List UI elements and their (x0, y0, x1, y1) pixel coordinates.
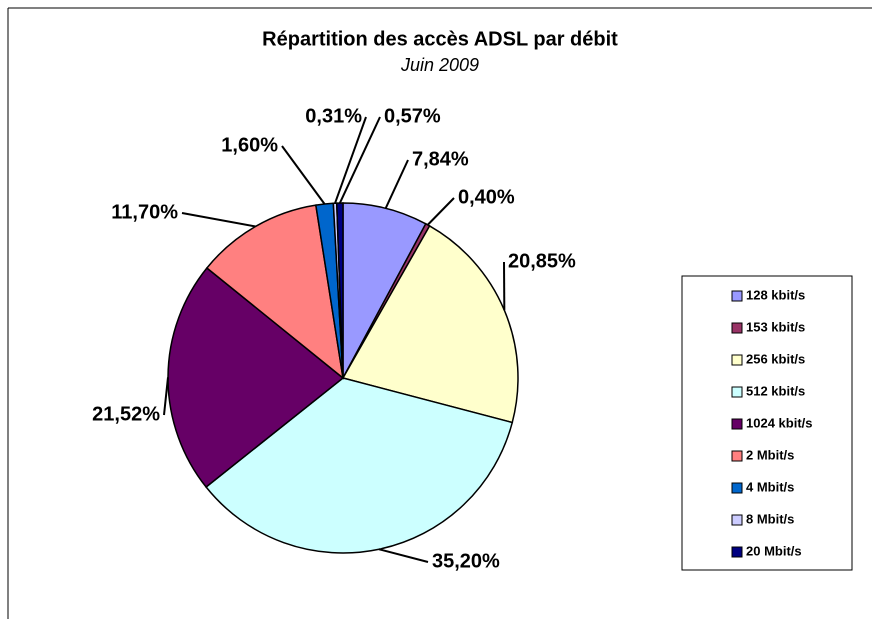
legend-label: 2 Mbit/s (746, 447, 794, 462)
legend-label: 8 Mbit/s (746, 511, 794, 526)
leader-line (384, 159, 409, 209)
legend-swatch (731, 418, 743, 430)
data-label: 11,70% (111, 201, 178, 223)
chart-subtitle: Juin 2009 (400, 55, 479, 75)
chart-title: Répartition des accès ADSL par débit (262, 28, 618, 50)
legend-swatch (731, 386, 743, 398)
legend-label: 1024 kbit/s (746, 415, 813, 430)
legend-label: 128 kbit/s (746, 287, 805, 302)
legend-label: 153 kbit/s (746, 319, 805, 334)
data-label: 7,84% (412, 148, 469, 170)
legend-swatch (731, 322, 743, 334)
legend-label: 256 kbit/s (746, 351, 805, 366)
data-label: 21,52% (92, 403, 160, 425)
leader-line (281, 145, 326, 205)
legend-swatch (731, 450, 743, 462)
data-label: 0,40% (458, 186, 515, 208)
leader-line (338, 116, 381, 204)
leader-line (334, 116, 367, 204)
legend-swatch (731, 514, 743, 526)
data-label: 0,31% (305, 105, 362, 127)
legend-swatch (731, 354, 743, 366)
pie-slice (341, 224, 519, 424)
legend-swatch (731, 546, 743, 558)
data-label: 1,60% (221, 134, 278, 156)
legend-label: 20 Mbit/s (746, 543, 802, 558)
legend (681, 275, 853, 571)
legend-swatch (731, 482, 743, 494)
legend-swatch (731, 290, 743, 302)
data-label: 0,57% (384, 105, 441, 127)
legend-label: 4 Mbit/s (746, 479, 794, 494)
leader-line (163, 377, 169, 416)
data-label: 35,20% (432, 550, 500, 572)
pie-slice (205, 204, 345, 380)
leader-line (378, 548, 429, 563)
leader-line (181, 212, 256, 228)
leader-line (426, 197, 455, 226)
data-label: 20,85% (508, 250, 576, 272)
legend-label: 512 kbit/s (746, 383, 805, 398)
